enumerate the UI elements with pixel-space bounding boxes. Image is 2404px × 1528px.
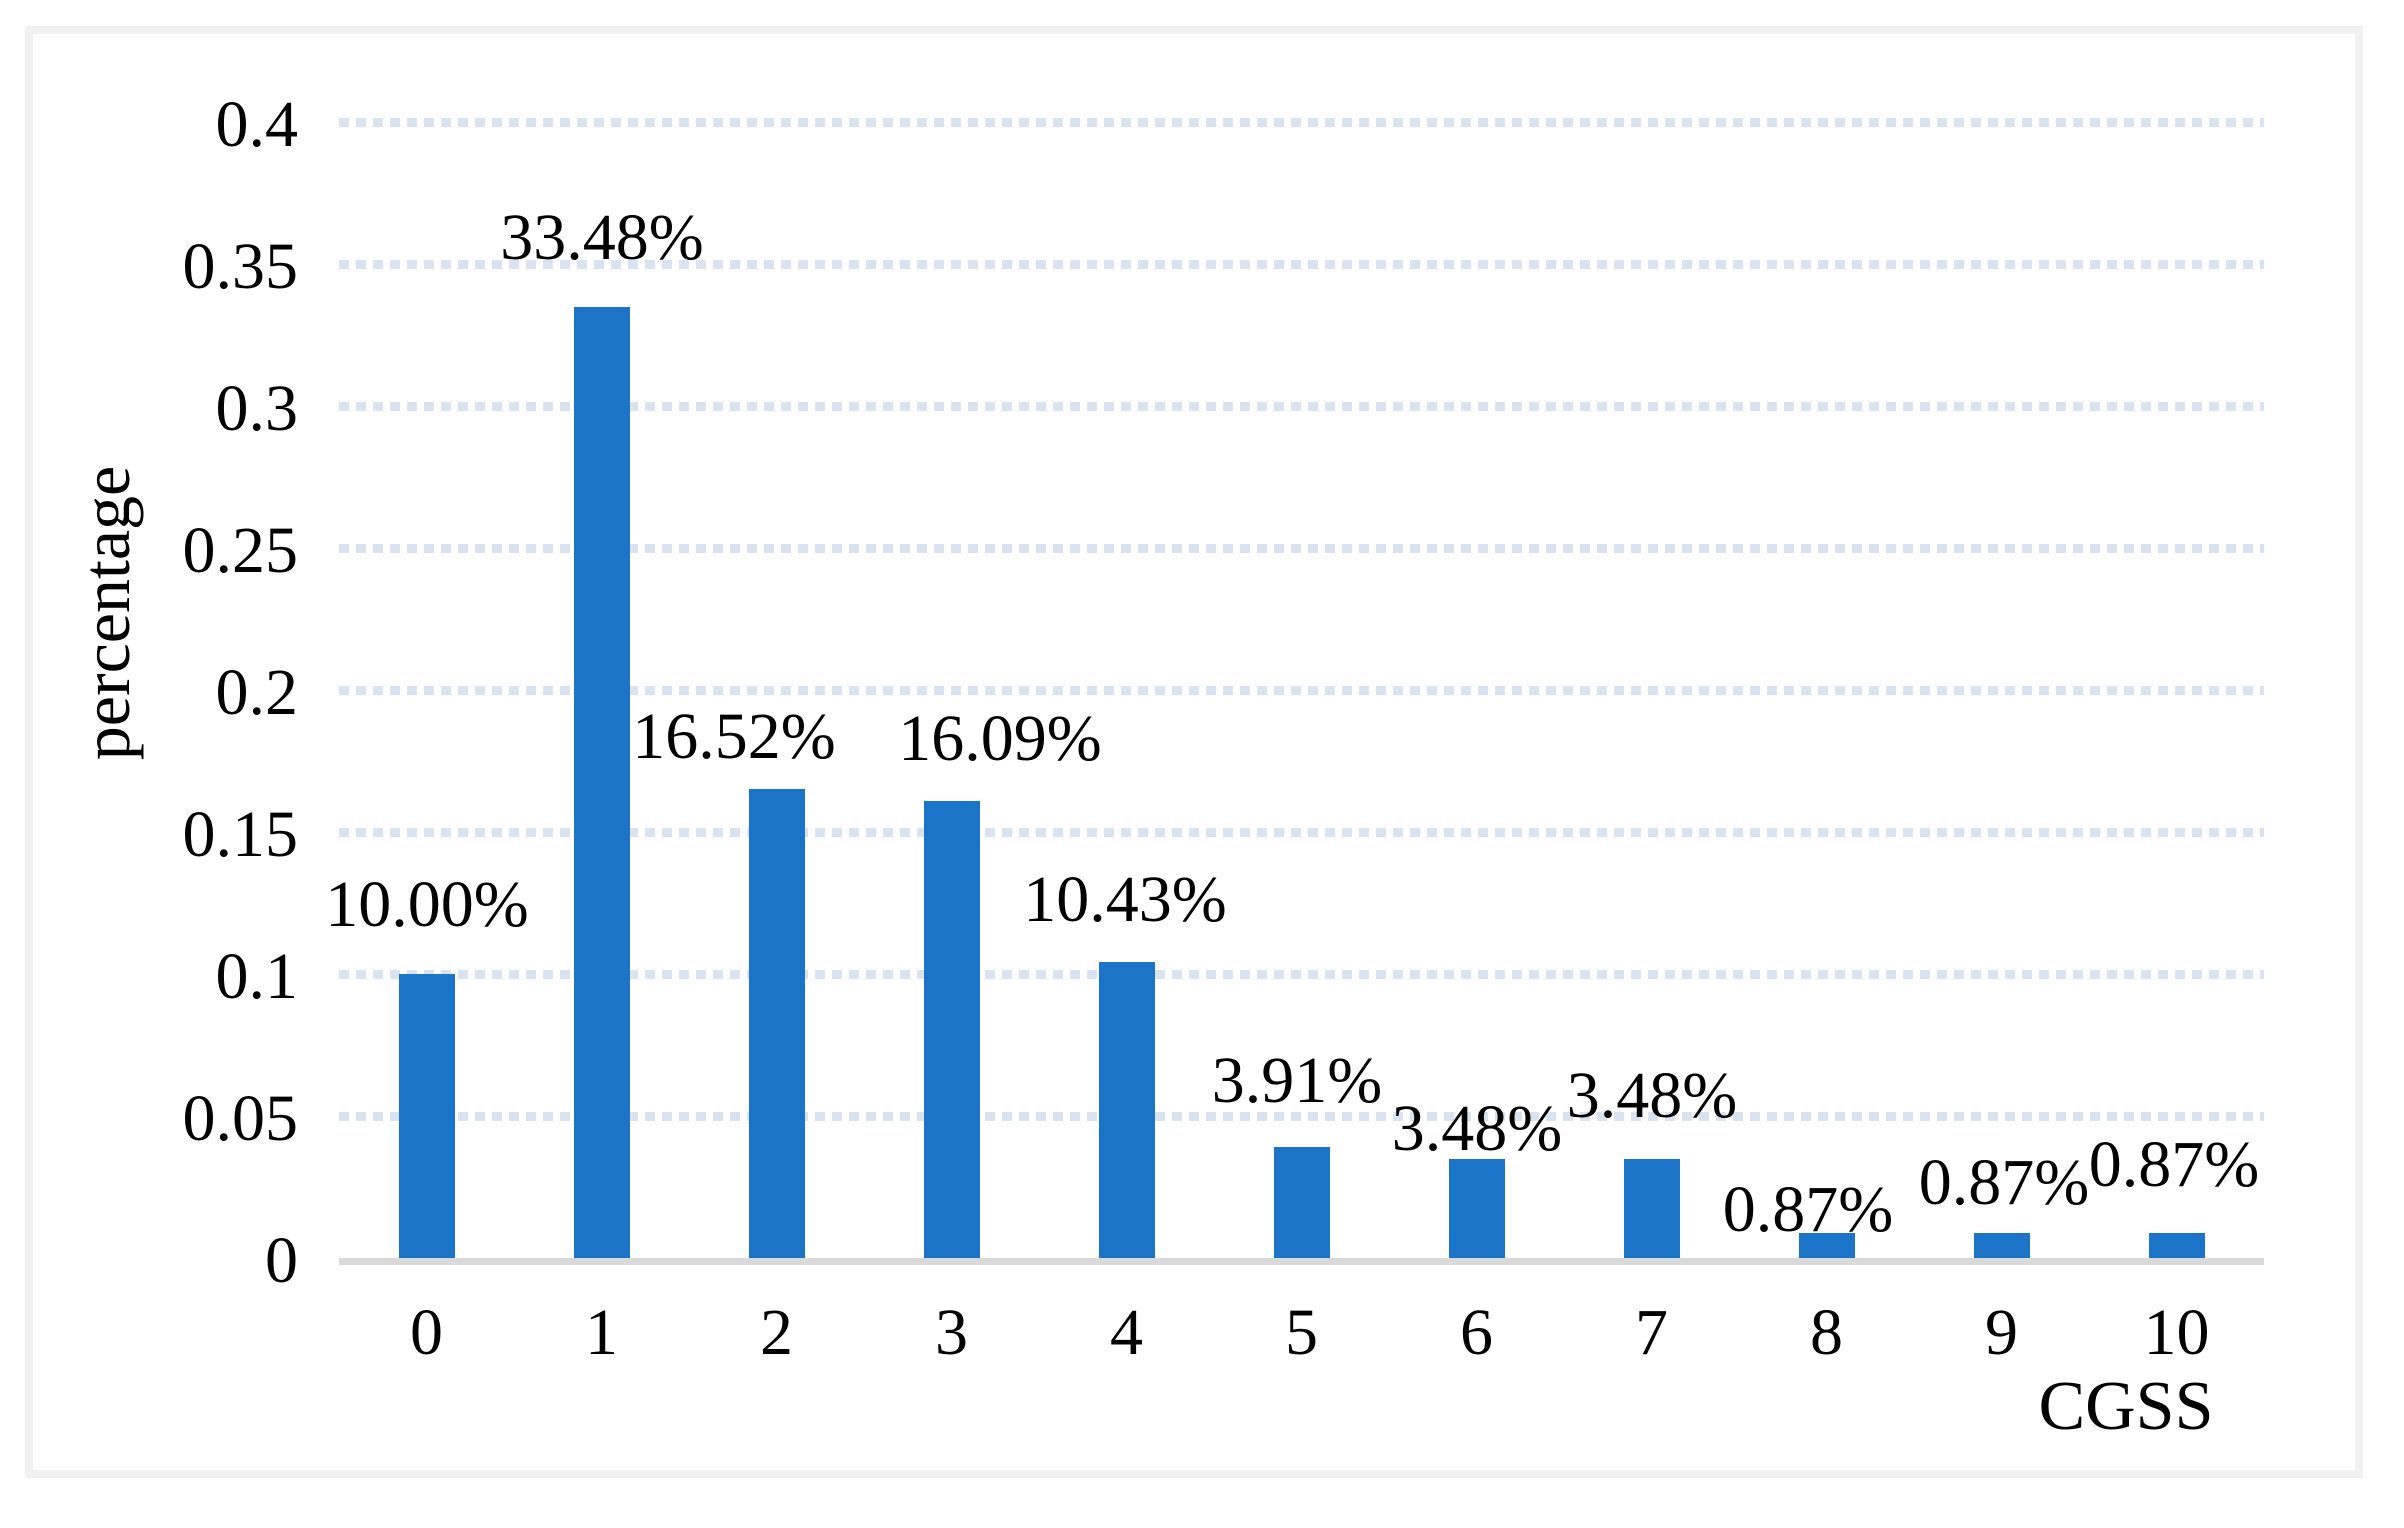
x-tick-label: 5 — [1285, 1296, 1318, 1369]
data-label-0: 10.00% — [325, 868, 529, 941]
bar-category-4 — [1099, 962, 1155, 1258]
data-label-3: 16.09% — [898, 702, 1102, 775]
x-tick-label: 10 — [2143, 1296, 2210, 1369]
bar-category-5 — [1274, 1147, 1330, 1258]
x-tick-label: 6 — [1460, 1296, 1493, 1369]
x-tick-label: 2 — [760, 1296, 793, 1369]
x-axis-line — [339, 1258, 2264, 1265]
data-label-5: 3.91% — [1211, 1044, 1383, 1117]
gridline-0.1 — [339, 970, 2264, 979]
x-tick-label: 7 — [1635, 1296, 1668, 1369]
y-tick-label: 0.4 — [215, 88, 299, 161]
y-tick-label: 0.15 — [182, 798, 299, 871]
gridline-0.05 — [339, 1112, 2264, 1121]
data-label-7: 3.48% — [1566, 1059, 1738, 1132]
bar-category-3 — [924, 801, 980, 1258]
data-label-9: 0.87% — [1918, 1146, 2090, 1219]
x-tick-label: 9 — [1985, 1296, 2018, 1369]
x-tick-label: 8 — [1810, 1296, 1843, 1369]
gridline-0.3 — [339, 402, 2264, 411]
bar-category-8 — [1799, 1233, 1855, 1258]
chart-frame-border — [25, 26, 2363, 1478]
data-label-1: 33.48% — [500, 201, 704, 274]
y-tick-label: 0.1 — [215, 940, 299, 1013]
y-tick-label: 0 — [265, 1224, 298, 1297]
bar-category-0 — [399, 974, 455, 1258]
y-tick-label: 0.3 — [215, 372, 299, 445]
gridline-0.15 — [339, 828, 2264, 837]
gridline-0.35 — [339, 260, 2264, 269]
x-tick-label: 1 — [585, 1296, 618, 1369]
y-axis-title: percentage — [68, 465, 144, 761]
bar-category-2 — [749, 789, 805, 1258]
y-tick-label: 0.2 — [215, 656, 299, 729]
y-tick-label: 0.25 — [182, 514, 299, 587]
data-label-4: 10.43% — [1023, 863, 1227, 936]
data-label-8: 0.87% — [1722, 1173, 1894, 1246]
x-tick-label: 4 — [1110, 1296, 1143, 1369]
x-tick-label: 0 — [410, 1296, 443, 1369]
x-axis-title: CGSS — [2038, 1368, 2214, 1445]
y-tick-label: 0.05 — [182, 1082, 299, 1155]
gridline-0.4 — [339, 118, 2264, 127]
data-label-6: 3.48% — [1391, 1092, 1563, 1165]
bar-category-9 — [1974, 1233, 2030, 1258]
bar-category-7 — [1624, 1159, 1680, 1258]
bar-category-1 — [574, 307, 630, 1258]
bar-category-6 — [1449, 1159, 1505, 1258]
y-tick-label: 0.35 — [182, 230, 299, 303]
data-label-2: 16.52% — [632, 700, 836, 773]
bar-category-10 — [2149, 1233, 2205, 1258]
data-label-10: 0.87% — [2088, 1128, 2260, 1201]
gridline-0.2 — [339, 686, 2264, 695]
x-tick-label: 3 — [935, 1296, 968, 1369]
gridline-0.25 — [339, 544, 2264, 553]
